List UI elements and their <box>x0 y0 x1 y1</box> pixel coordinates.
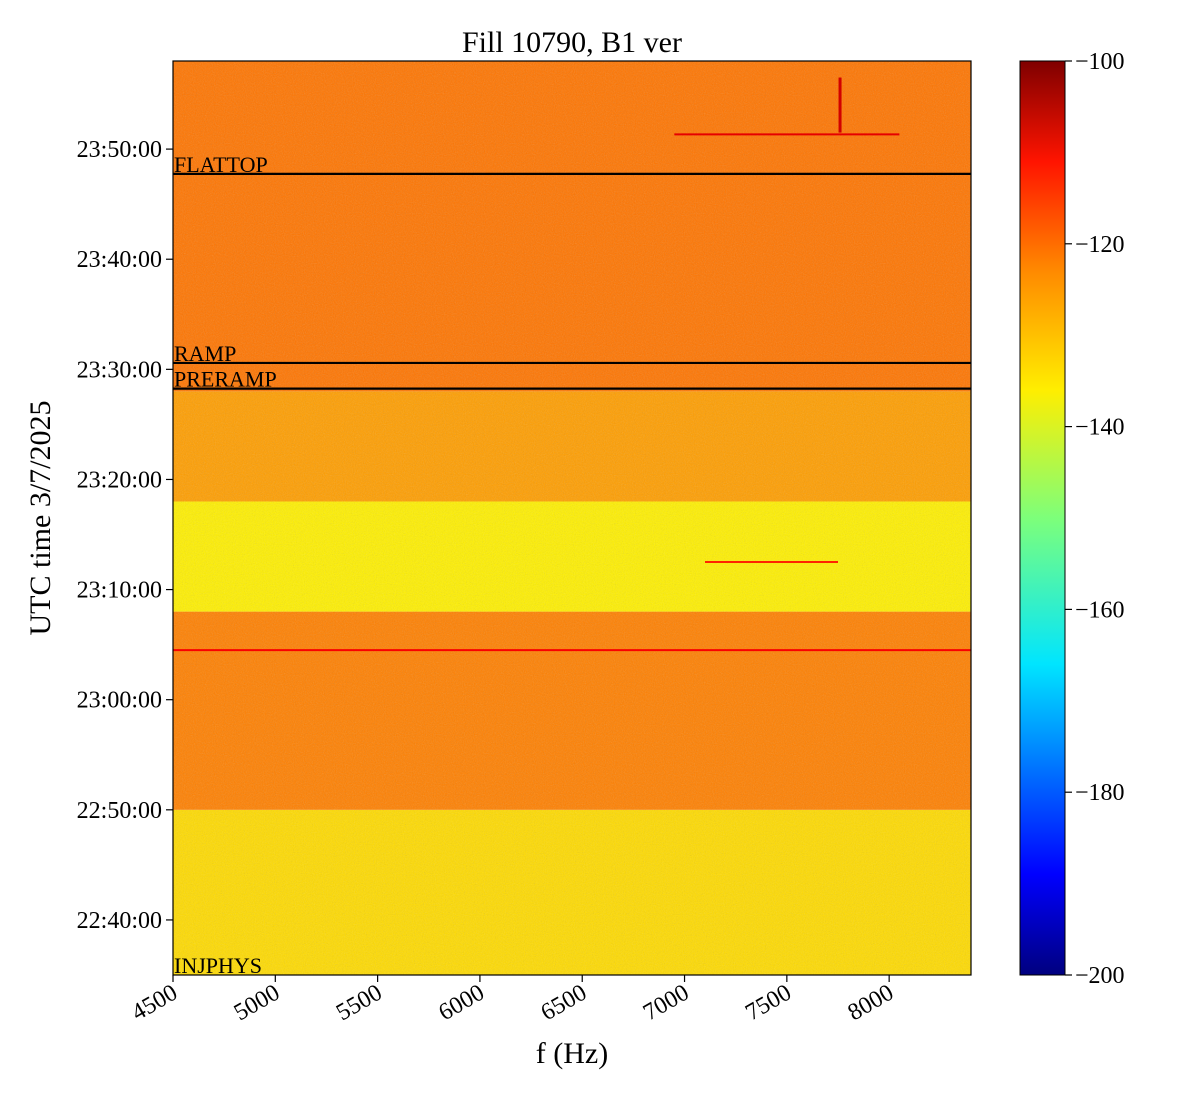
colorbar-ticks: −200 −180 −160 −140 −120 −100 <box>1065 49 1125 989</box>
x-tick-label-7500: 7500 <box>741 980 796 1027</box>
x-tick-label-6000: 6000 <box>434 980 489 1027</box>
x-tick-label-5000: 5000 <box>230 980 285 1027</box>
event-label-ramp: RAMP <box>174 341 236 366</box>
colorbar-tick-label-5: −100 <box>1075 49 1125 75</box>
colorbar-tick-label-0: −200 <box>1075 963 1125 989</box>
colorbar-tick-label-4: −120 <box>1075 232 1125 258</box>
event-label-injphys: INJPHYS <box>174 953 262 978</box>
x-tick-label-8000: 8000 <box>844 980 899 1027</box>
x-axis: 4500 5000 5500 6000 6500 7000 7500 8000 <box>127 975 898 1026</box>
x-tick-label-7000: 7000 <box>639 980 694 1027</box>
chart-title: Fill 10790, B1 ver <box>462 26 682 59</box>
x-tick-label-6500: 6500 <box>537 980 592 1027</box>
y-axis: 22:40:00 22:50:00 23:00:00 23:10:00 23:20:00… <box>77 137 173 934</box>
colorbar-tick-label-3: −140 <box>1075 415 1125 441</box>
colorbar-tick-label-2: −160 <box>1075 597 1125 623</box>
y-tick-label-4: 23:20:00 <box>77 467 162 493</box>
y-tick-label-1: 22:50:00 <box>77 798 162 824</box>
y-tick-label-2: 23:00:00 <box>77 688 162 714</box>
y-tick-label-5: 23:30:00 <box>77 357 162 383</box>
event-label-flattop: FLATTOP <box>174 152 268 177</box>
y-tick-label-0: 22:40:00 <box>77 908 162 934</box>
plot-frame <box>172 60 972 976</box>
heatmap-plot-area <box>173 61 971 975</box>
y-axis-label: UTC time 3/7/2025 <box>24 401 57 636</box>
colorbar-tick-label-1: −180 <box>1075 780 1125 806</box>
x-axis-label: f (Hz) <box>536 1037 608 1070</box>
y-tick-label-7: 23:50:00 <box>77 137 162 163</box>
event-label-preramp: PRERAMP <box>174 367 277 392</box>
colorbar <box>1019 60 1066 976</box>
y-tick-label-3: 23:10:00 <box>77 578 162 604</box>
y-tick-label-6: 23:40:00 <box>77 247 162 273</box>
x-tick-label-5500: 5500 <box>332 980 387 1027</box>
noise-texture <box>173 61 971 975</box>
x-tick-label-4500: 4500 <box>127 980 182 1027</box>
